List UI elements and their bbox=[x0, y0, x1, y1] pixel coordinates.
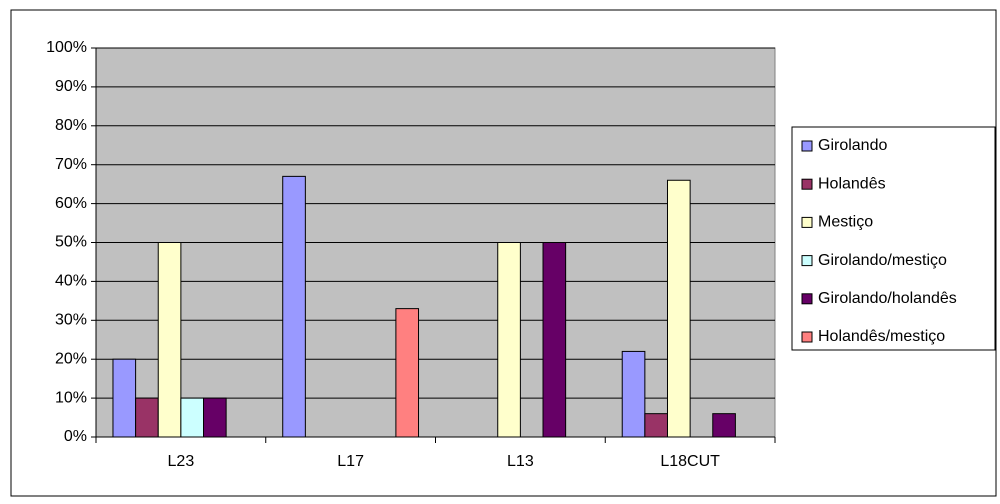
y-tick-label: 40% bbox=[55, 273, 87, 290]
x-tick-label: L17 bbox=[337, 453, 364, 470]
x-tick-label: L18CUT bbox=[660, 453, 720, 470]
y-tick-label: 20% bbox=[55, 350, 87, 367]
y-tick-label: 10% bbox=[55, 389, 87, 406]
x-tick-label: L13 bbox=[507, 453, 534, 470]
x-tick-label: L23 bbox=[168, 453, 195, 470]
y-tick-label: 70% bbox=[55, 156, 87, 173]
legend-label: Holandês bbox=[818, 175, 886, 192]
y-tick-label: 100% bbox=[46, 39, 87, 56]
bar bbox=[542, 242, 567, 438]
y-tick-label: 90% bbox=[55, 78, 87, 95]
y-tick-label: 60% bbox=[55, 195, 87, 212]
bar bbox=[135, 397, 159, 438]
bar bbox=[203, 397, 227, 438]
bar bbox=[497, 242, 521, 438]
legend-swatch bbox=[801, 216, 813, 228]
y-tick-label: 80% bbox=[55, 117, 87, 134]
bar bbox=[666, 179, 691, 438]
legend-swatch bbox=[801, 255, 813, 267]
bar bbox=[621, 350, 646, 438]
legend-swatch bbox=[801, 140, 813, 152]
legend-box bbox=[791, 126, 996, 351]
legend-label: Mestiço bbox=[818, 214, 873, 231]
y-tick-label: 0% bbox=[64, 428, 87, 445]
bar bbox=[112, 358, 137, 438]
bar bbox=[712, 413, 736, 438]
bar bbox=[644, 413, 668, 438]
bar bbox=[282, 175, 306, 438]
bar bbox=[180, 397, 205, 438]
legend-label: Girolando bbox=[818, 137, 887, 154]
bar bbox=[395, 308, 420, 438]
y-tick-label: 50% bbox=[55, 234, 87, 251]
legend-label: Girolando/mestiço bbox=[818, 252, 947, 269]
legend-label: Girolando/holandês bbox=[818, 290, 957, 307]
legend-swatch bbox=[801, 293, 813, 305]
bar bbox=[157, 242, 182, 438]
y-tick-label: 30% bbox=[55, 312, 87, 329]
legend-swatch bbox=[801, 178, 813, 190]
legend-label: Holandês/mestiço bbox=[818, 328, 945, 345]
legend-swatch bbox=[801, 331, 813, 343]
